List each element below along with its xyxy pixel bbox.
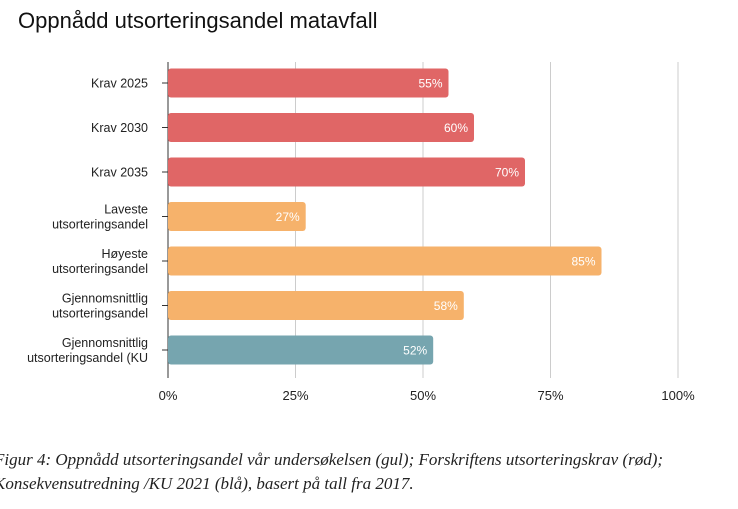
bar-value-label: 85% xyxy=(571,255,595,269)
x-tick-label: 25% xyxy=(282,388,308,403)
category-label: utsorteringsandel xyxy=(52,218,148,232)
chart-title: Oppnådd utsorteringsandel matavfall xyxy=(18,8,378,33)
category-label: utsorteringsandel (KU xyxy=(27,351,148,365)
category-label: utsorteringsandel xyxy=(52,307,148,321)
bar xyxy=(168,335,434,365)
category-label: Krav 2025 xyxy=(91,77,148,91)
bar-value-label: 70% xyxy=(495,166,519,180)
figure-caption: Figur 4: Oppnådd utsorteringsandel vår u… xyxy=(0,448,738,496)
category-label: Gjennomsnittlig xyxy=(62,336,148,350)
category-label: Laveste xyxy=(104,203,148,217)
bar-value-label: 27% xyxy=(276,210,300,224)
category-label: Krav 2030 xyxy=(91,121,148,135)
bar xyxy=(168,291,464,320)
category-label: Høyeste xyxy=(101,247,148,261)
category-label: utsorteringsandel xyxy=(52,262,148,276)
bar xyxy=(168,68,449,98)
category-label: Krav 2035 xyxy=(91,166,148,180)
x-tick-label: 100% xyxy=(661,388,695,403)
bar-value-label: 55% xyxy=(418,77,442,91)
x-tick-label: 50% xyxy=(410,388,436,403)
bar-value-label: 52% xyxy=(403,344,427,358)
bar-chart: 0% 25% 50% 75% 100% 55% Krav 2025 60% Krav 2030 7… xyxy=(27,62,695,403)
bar xyxy=(168,202,306,231)
caption-line-1: Figur 4: Oppnådd utsorteringsandel vår u… xyxy=(0,450,664,469)
caption-line-2: Konsekvensutredning /KU 2021 (blå), base… xyxy=(0,474,414,493)
x-tick-label: 75% xyxy=(537,388,563,403)
bar xyxy=(168,157,525,187)
x-tick-label: 0% xyxy=(159,388,178,403)
bar-value-label: 58% xyxy=(434,299,458,313)
bar-value-label: 60% xyxy=(444,121,468,135)
bar xyxy=(168,246,602,276)
category-label: Gjennomsnittlig xyxy=(62,292,148,306)
bar xyxy=(168,113,474,142)
